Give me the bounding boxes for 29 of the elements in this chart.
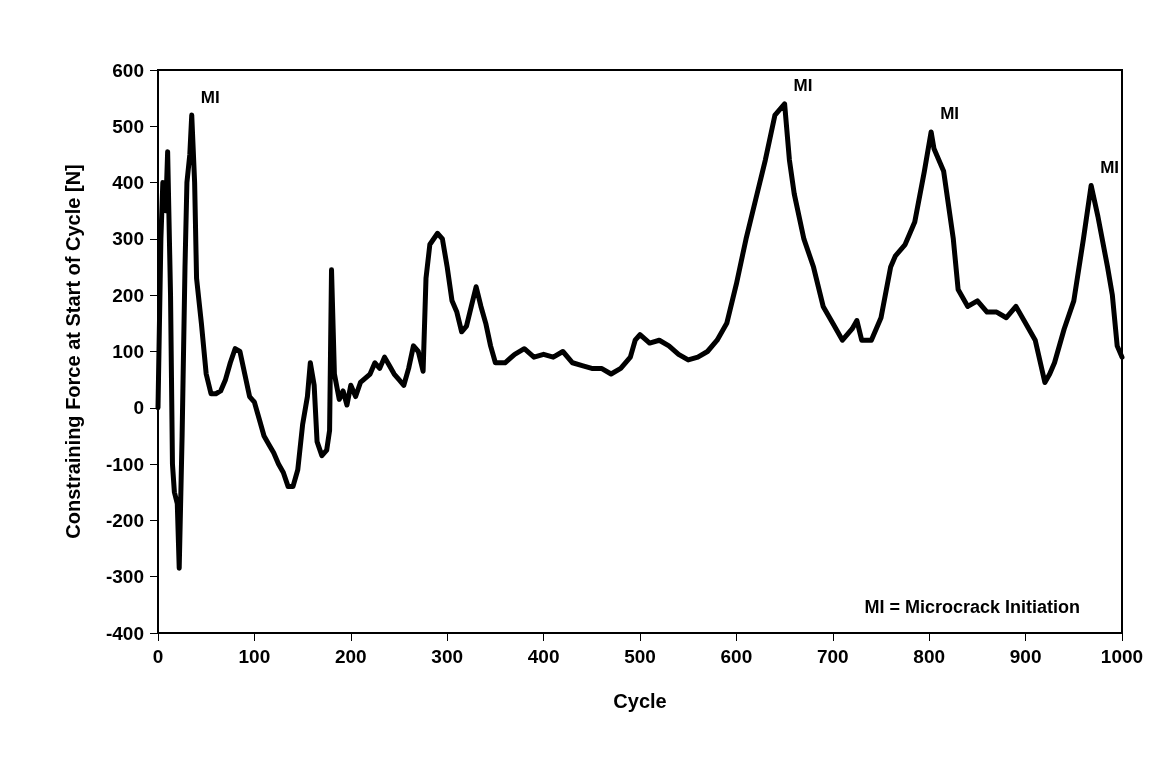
y-tick-label: 0 (133, 397, 144, 419)
y-tick-label: -100 (105, 453, 144, 475)
x-tick-label: 1000 (1100, 646, 1144, 667)
y-tick-label: 500 (112, 115, 144, 137)
x-tick-label: 300 (431, 646, 464, 667)
annotation: MI (793, 76, 813, 96)
annotation: MI (200, 87, 220, 107)
x-tick-label: 900 (1009, 646, 1042, 667)
y-tick-label: -400 (105, 622, 144, 644)
y-tick-label: 300 (112, 228, 144, 250)
y-tick-label: -200 (105, 509, 144, 531)
x-tick-label: 500 (624, 646, 656, 667)
y-tick-label: 400 (112, 172, 144, 194)
x-tick-label: 400 (527, 646, 560, 667)
x-tick-label: 800 (913, 646, 946, 667)
y-tick-label: 200 (112, 284, 144, 306)
x-axis-title: Cycle (613, 690, 667, 712)
annotation: MI (940, 104, 960, 124)
y-tick-label: 100 (112, 341, 144, 362)
annotation: MI (1100, 157, 1120, 177)
x-tick-label: 600 (720, 646, 753, 667)
annotation: MI = Microcrack Initiation (864, 597, 1081, 617)
x-tick-label: 0 (152, 646, 164, 667)
y-tick-label: 600 (112, 59, 144, 81)
x-tick-label: 700 (816, 646, 849, 667)
x-tick-label: 200 (334, 646, 367, 667)
y-tick-label: -300 (105, 566, 144, 588)
y-axis-title: Constraining Force at Start of Cycle [N] (62, 164, 84, 539)
x-tick-label: 100 (238, 646, 271, 667)
